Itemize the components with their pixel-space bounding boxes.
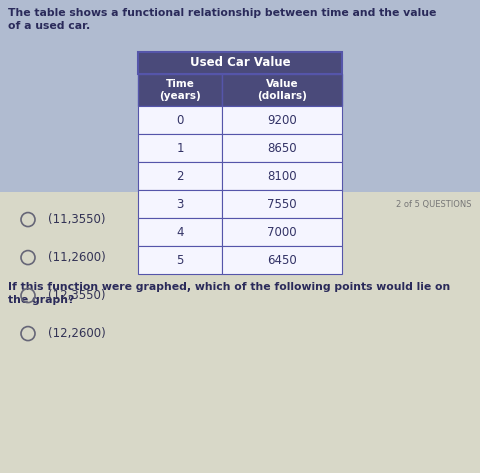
Bar: [222, 74, 342, 106]
Text: 2 of 5 QUESTIONS: 2 of 5 QUESTIONS: [396, 200, 472, 209]
Bar: [138, 218, 222, 246]
Text: (12,2600): (12,2600): [48, 327, 106, 340]
Text: The table shows a functional relationship between time and the value
of a used c: The table shows a functional relationshi…: [8, 8, 436, 31]
Text: 7000: 7000: [267, 226, 297, 238]
Bar: [138, 74, 222, 106]
Text: (11,3550): (11,3550): [48, 213, 106, 226]
Bar: [222, 246, 342, 274]
Text: 1: 1: [176, 141, 184, 155]
Bar: [222, 190, 342, 218]
Text: 7550: 7550: [267, 198, 297, 210]
Text: 0: 0: [176, 114, 184, 126]
Text: Used Car Value: Used Car Value: [190, 56, 290, 70]
Text: 5: 5: [176, 254, 184, 266]
Bar: [138, 246, 222, 274]
Bar: [138, 134, 222, 162]
Text: 8100: 8100: [267, 169, 297, 183]
Bar: [138, 162, 222, 190]
Bar: [222, 218, 342, 246]
Text: 2: 2: [176, 169, 184, 183]
Bar: [222, 134, 342, 162]
Text: (11,2600): (11,2600): [48, 251, 106, 264]
Text: 4: 4: [176, 226, 184, 238]
Text: 3: 3: [176, 198, 184, 210]
Bar: [138, 52, 342, 74]
Text: If this function were graphed, which of the following points would lie on
the gr: If this function were graphed, which of …: [8, 282, 450, 305]
Text: 8650: 8650: [267, 141, 297, 155]
Text: 9200: 9200: [267, 114, 297, 126]
Bar: [138, 190, 222, 218]
Bar: [222, 106, 342, 134]
Text: Value
(dollars): Value (dollars): [257, 79, 307, 101]
Text: (12,3550): (12,3550): [48, 289, 106, 302]
Text: 6450: 6450: [267, 254, 297, 266]
Bar: [222, 162, 342, 190]
Bar: [138, 106, 222, 134]
Text: Time
(years): Time (years): [159, 79, 201, 101]
Bar: [0, 192, 480, 473]
